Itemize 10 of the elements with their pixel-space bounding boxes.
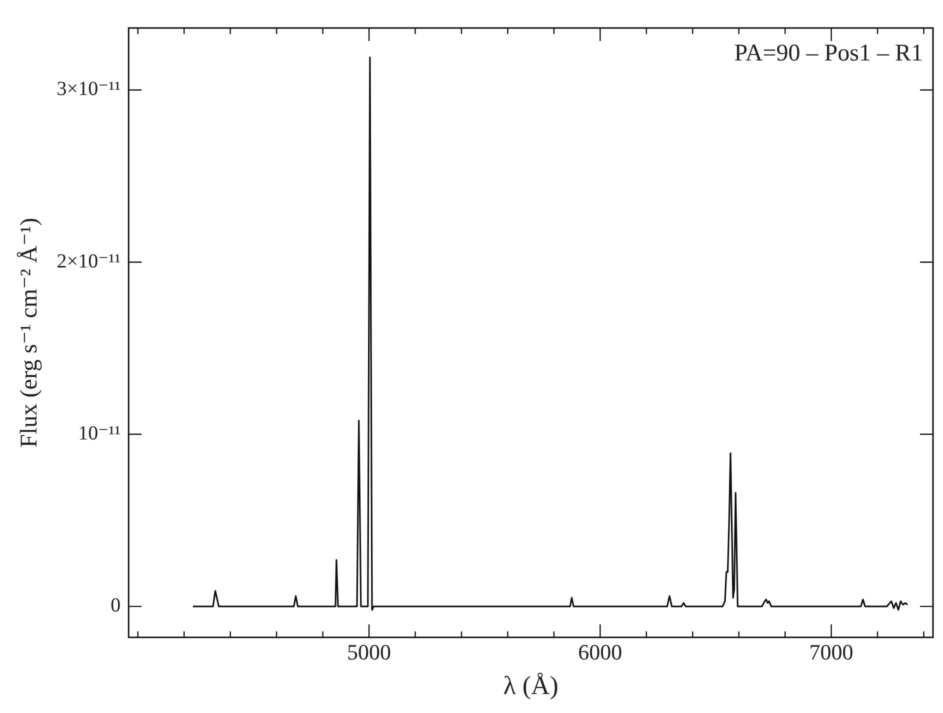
x-axis-title: λ (Å) [503,671,558,700]
y-tick-label: 10⁻¹¹ [78,422,121,445]
y-tick-label: 0 [110,594,121,617]
annotation: PA=90 – Pos1 – R1 [734,40,923,66]
y-tick-label: 3×10⁻¹¹ [56,78,121,100]
x-tick-label: 5000 [347,639,392,664]
x-tick-label: 6000 [578,639,622,664]
y-tick-label: 2×10⁻¹¹ [56,250,121,272]
y-axis-title: Flux (erg s⁻¹ cm⁻² Å⁻¹) [16,218,43,448]
x-tick-label: 7000 [809,639,854,664]
